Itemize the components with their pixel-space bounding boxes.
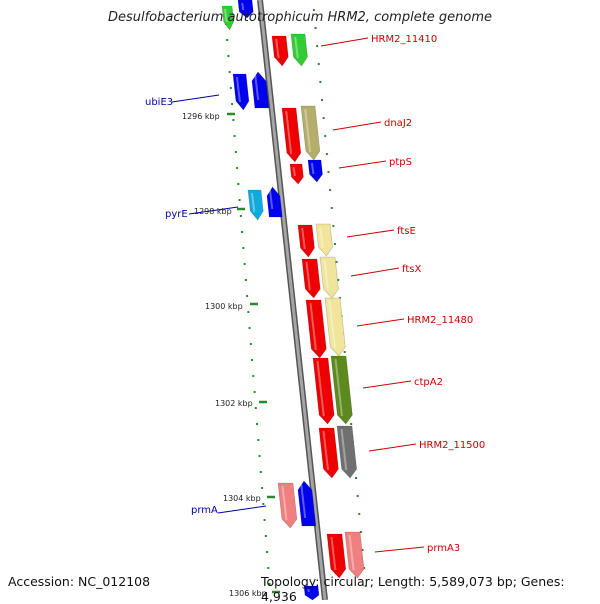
gene-highlight (305, 261, 311, 291)
gene-label: prmA (191, 505, 218, 516)
accession-text: Accession: NC_012108 (8, 574, 151, 589)
scale-label: 1304 kbp (223, 494, 261, 503)
gene-arrow (232, 73, 250, 111)
gene-highlight (285, 110, 293, 155)
gene-arrow (344, 531, 365, 579)
gene-highlight (309, 302, 317, 351)
scale-ticks (223, 7, 367, 594)
gene-label: ftsX (402, 264, 421, 275)
gene-arrow (319, 256, 339, 299)
gene-highlight (224, 8, 228, 23)
map-title: Desulfobacterium autotrophicum HRM2, com… (107, 10, 493, 25)
gene-label: HRM2_11480 (407, 315, 473, 326)
gene-highlight (254, 74, 260, 101)
scale-label: 1300 kbp (205, 302, 243, 311)
gene-arrow (251, 71, 270, 109)
gene-highlight (268, 189, 274, 210)
gene-label-leader (338, 160, 387, 169)
gene-arrow (318, 427, 339, 479)
gene-arrow (221, 5, 234, 31)
gene-label-leader (368, 443, 417, 452)
gene-arrow (305, 299, 327, 359)
gene-highlight (235, 76, 241, 103)
gene-highlight (304, 108, 312, 153)
gene-label-leader (350, 267, 400, 277)
gene-highlight (292, 166, 296, 177)
gene-arrow (326, 533, 347, 579)
gene-label: ftsE (397, 226, 416, 237)
axis-line (258, 0, 327, 600)
gene-highlight (323, 259, 330, 291)
gene-highlight (328, 300, 336, 349)
gene-features (221, 0, 365, 600)
scale-labels: 1296 kbp 1298 kbp 1300 kbp 1302 kbp 1304 kbp… (182, 112, 267, 598)
gene-arrow (312, 357, 335, 425)
gene-label: HRM2_11410 (371, 34, 437, 45)
gene-arrow (300, 105, 321, 161)
gene-label: dnaJ2 (384, 118, 412, 129)
gene-arrow (301, 258, 321, 299)
gene-arrow (315, 223, 333, 257)
gene-arrow (330, 355, 353, 425)
gene-highlight (348, 534, 355, 571)
gene-label: ctpA2 (414, 377, 443, 388)
gene-highlight (301, 227, 306, 250)
gene-label-leader (356, 318, 405, 327)
gene-label-leader (374, 546, 425, 553)
gene-arrow (336, 425, 357, 479)
gene-arrow (303, 585, 320, 600)
gene-arrow (266, 186, 283, 218)
gene-highlight (322, 430, 330, 471)
gene-highlight (294, 36, 299, 59)
gene-highlight (316, 360, 325, 417)
gene-highlight (307, 588, 310, 593)
gene-highlight (241, 2, 245, 11)
gene-label-leader (171, 94, 220, 103)
gene-label: ubiE3 (145, 97, 173, 108)
scale-label: 1298 kbp (194, 207, 232, 216)
gene-label-leader (188, 206, 239, 215)
gene-label-leader (320, 37, 369, 47)
gene-label: HRM2_11500 (419, 440, 485, 451)
gene-arrow (277, 482, 298, 529)
scale-label: 1302 kbp (215, 399, 253, 408)
gene-label-leader (332, 121, 382, 131)
gene-arrow (271, 35, 289, 67)
gene-highlight (300, 483, 307, 519)
gene-highlight (334, 358, 343, 417)
gene-highlight (330, 536, 337, 571)
gene-highlight (340, 428, 348, 471)
gene-arrow (289, 163, 304, 185)
gene-label: prmA3 (427, 543, 460, 554)
genome-axis (257, 0, 328, 600)
gene-arrow (297, 224, 315, 258)
scale-label: 1306 kbp (229, 589, 267, 598)
gene-arrow (290, 33, 308, 67)
scale-label: 1296 kbp (182, 112, 220, 121)
gene-highlight (250, 192, 256, 213)
gene-arrow (297, 480, 317, 527)
gene-arrow (247, 189, 264, 221)
gene-highlight (310, 162, 315, 175)
gene-arrow (307, 159, 323, 183)
gene-label: pyrE (165, 209, 188, 220)
gene-highlight (319, 226, 324, 249)
gene-arrow (237, 0, 254, 19)
gene-label-leader (346, 229, 395, 238)
gene-label-leader (217, 505, 267, 514)
gene-highlight (275, 38, 280, 59)
gene-label-leader (362, 380, 412, 389)
gene-arrow (281, 107, 302, 163)
gene-arrow (324, 297, 346, 357)
gene-label: ptpS (389, 157, 412, 168)
gene-highlight (281, 485, 288, 521)
gene-labels: HRM2_11410 dnaJ2 ptpS ftsE ftsX HRM2_11480ctp… (145, 34, 485, 554)
